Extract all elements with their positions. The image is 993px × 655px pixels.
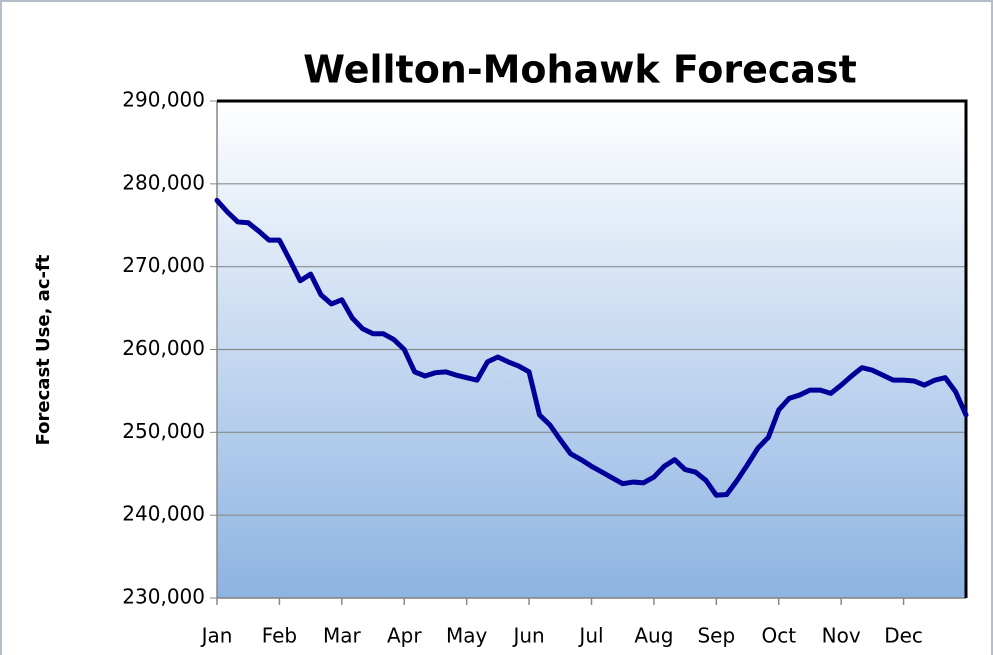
- x-tick-label: Jun: [511, 624, 544, 648]
- x-tick-label: Oct: [761, 624, 796, 648]
- x-tick-label: Dec: [884, 624, 923, 648]
- y-tick-label: 250,000: [122, 419, 205, 443]
- x-tick-label: May: [446, 624, 488, 648]
- y-tick-label: 290,000: [122, 88, 205, 112]
- y-tick-label: 280,000: [122, 170, 205, 194]
- y-tick-label: 230,000: [122, 585, 205, 609]
- x-tick-label: Aug: [634, 624, 673, 648]
- x-tick-label: Jul: [577, 624, 603, 648]
- x-tick-label: Jan: [200, 624, 233, 648]
- data-line: [214, 197, 969, 498]
- plot-border: [217, 99, 968, 598]
- y-tick-label: 260,000: [122, 336, 205, 360]
- y-tick-label: 240,000: [122, 502, 205, 526]
- x-tick-label: Feb: [262, 624, 297, 648]
- x-tick-label: Mar: [323, 624, 362, 648]
- y-axis-label: Forecast Use, ac-ft: [33, 254, 54, 445]
- x-tick-label: Apr: [387, 624, 422, 648]
- y-tick-label: 270,000: [122, 253, 205, 277]
- x-tick-label: Sep: [697, 624, 735, 648]
- chart-title: Wellton-Mohawk Forecast: [303, 48, 857, 92]
- x-tick-label: Nov: [822, 624, 861, 648]
